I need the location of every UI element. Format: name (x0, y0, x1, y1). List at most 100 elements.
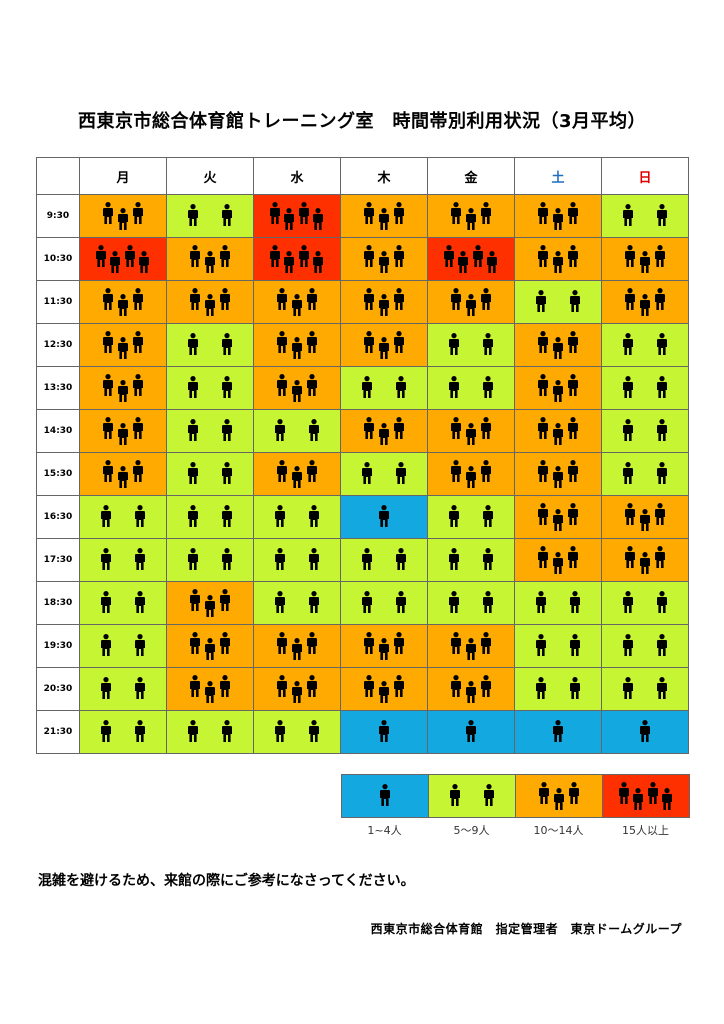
day-wed: 水 (253, 157, 341, 195)
people-icon (277, 374, 317, 402)
people-icon (623, 677, 667, 699)
cell-fri (427, 452, 515, 496)
table-row: 9:30 (36, 194, 689, 238)
people-icon (623, 462, 667, 484)
table-row: 17:30 (36, 538, 689, 582)
table-row: 10:30 (36, 237, 689, 281)
cell-fri (427, 366, 515, 410)
people-icon (625, 245, 665, 273)
cell-tue (166, 323, 254, 367)
usage-table: 月 火 水 木 金 土 日 9:30 10:30 11:30 12:30 13:30 14… (36, 157, 689, 754)
cell-mon (79, 366, 167, 410)
time-label: 20:30 (36, 667, 80, 711)
people-icon (619, 782, 672, 810)
cell-mon (79, 323, 167, 367)
people-icon (362, 548, 406, 570)
day-thu: 木 (340, 157, 428, 195)
cell-sun (601, 323, 689, 367)
cell-tue (166, 366, 254, 410)
cell-thu (340, 581, 428, 625)
people-icon (362, 591, 406, 613)
cell-fri (427, 237, 515, 281)
people-icon (451, 288, 491, 316)
time-label: 12:30 (36, 323, 80, 367)
people-icon (451, 460, 491, 488)
people-icon (188, 333, 232, 355)
people-icon (103, 331, 143, 359)
people-icon (538, 245, 578, 273)
cell-sat (514, 323, 602, 367)
cell-sat (514, 194, 602, 238)
legend-label-4: 15人以上 (622, 824, 669, 837)
day-mon: 月 (79, 157, 167, 195)
people-icon (103, 374, 143, 402)
legend-swatch-2 (428, 774, 516, 818)
cell-fri (427, 624, 515, 668)
people-icon (536, 677, 580, 699)
table-row: 18:30 (36, 581, 689, 625)
cell-sat (514, 581, 602, 625)
legend-swatch-4 (602, 774, 690, 818)
cell-wed (253, 366, 341, 410)
people-icon (623, 634, 667, 656)
time-label: 10:30 (36, 237, 80, 281)
people-icon (190, 675, 230, 703)
cell-sun (601, 538, 689, 582)
cell-thu (340, 710, 428, 754)
legend-swatch-3 (515, 774, 603, 818)
cell-sat (514, 237, 602, 281)
people-icon (103, 288, 143, 316)
cell-sun (601, 280, 689, 324)
cell-sun (601, 495, 689, 539)
time-label: 9:30 (36, 194, 80, 238)
cell-thu (340, 366, 428, 410)
cell-sat (514, 409, 602, 453)
cell-mon (79, 409, 167, 453)
cell-fri (427, 194, 515, 238)
legend-swatch-1 (341, 774, 429, 818)
cell-tue (166, 710, 254, 754)
people-icon (275, 720, 319, 742)
cell-thu (340, 495, 428, 539)
day-fri: 金 (427, 157, 515, 195)
cell-sun (601, 710, 689, 754)
cell-sun (601, 366, 689, 410)
cell-wed (253, 237, 341, 281)
people-icon (538, 546, 578, 574)
cell-thu (340, 538, 428, 582)
people-icon (101, 634, 145, 656)
footer-text: 西東京市総合体育館 指定管理者 東京ドームグループ (370, 922, 682, 936)
cell-mon (79, 667, 167, 711)
people-icon (538, 331, 578, 359)
cell-thu (340, 452, 428, 496)
people-icon (451, 632, 491, 660)
cell-sat (514, 366, 602, 410)
people-icon (101, 505, 145, 527)
cell-fri (427, 710, 515, 754)
cell-fri (427, 323, 515, 367)
people-icon (103, 417, 143, 445)
people-icon (364, 202, 404, 230)
people-icon (190, 632, 230, 660)
people-icon (364, 675, 404, 703)
cell-sat (514, 710, 602, 754)
people-icon (450, 784, 494, 806)
people-icon (277, 675, 317, 703)
people-icon (188, 462, 232, 484)
people-icon (362, 376, 406, 398)
time-label: 18:30 (36, 581, 80, 625)
people-icon (623, 591, 667, 613)
people-icon (275, 419, 319, 441)
cell-wed (253, 194, 341, 238)
cell-sat (514, 452, 602, 496)
cell-mon (79, 710, 167, 754)
people-icon (623, 204, 667, 226)
cell-wed (253, 409, 341, 453)
cell-mon (79, 452, 167, 496)
people-icon (190, 245, 230, 273)
table-row: 13:30 (36, 366, 689, 410)
legend-label-2: 5〜9人 (453, 824, 490, 837)
people-icon (379, 505, 389, 527)
people-icon (277, 632, 317, 660)
time-label: 11:30 (36, 280, 80, 324)
